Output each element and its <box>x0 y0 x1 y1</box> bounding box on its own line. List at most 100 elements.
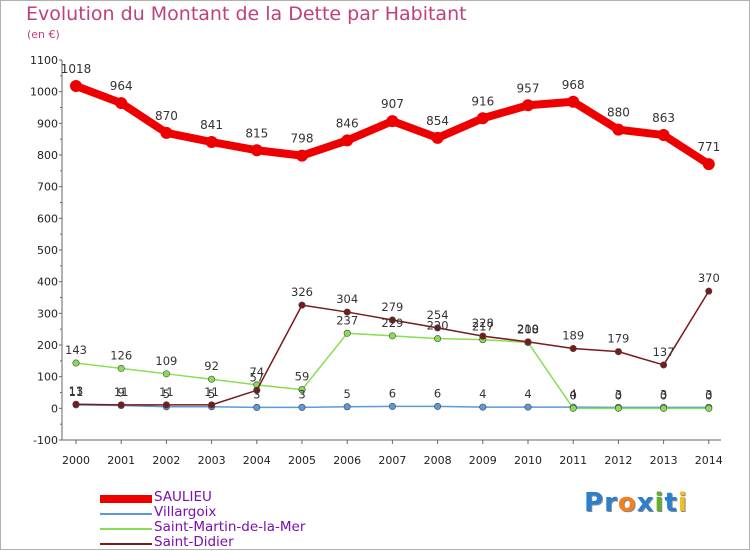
data-point-saint-didier <box>298 301 306 309</box>
data-point-villargoix <box>343 403 351 411</box>
data-label-saulieu: 870 <box>155 109 178 123</box>
data-label-saint-didier: 13 <box>69 384 84 398</box>
x-tick-label: 2004 <box>243 454 271 467</box>
data-label-villargoix: 3 <box>253 387 260 401</box>
data-label-villargoix: 4 <box>479 387 486 401</box>
data-label-saint-martin-de-la-mer: 0 <box>660 388 667 402</box>
data-point-saint-martin-de-la-mer <box>162 370 170 378</box>
x-tick-label: 2007 <box>378 454 406 467</box>
data-point-saulieu <box>160 126 173 139</box>
data-label-villargoix: 3 <box>705 387 712 401</box>
y-tick-label: 1100 <box>30 54 58 67</box>
data-point-villargoix <box>479 403 487 411</box>
data-label-saint-didier: 189 <box>562 328 584 342</box>
data-label-saulieu: 798 <box>291 132 314 146</box>
data-point-villargoix <box>388 402 396 410</box>
x-tick-label: 2012 <box>604 454 632 467</box>
data-point-saint-didier <box>660 361 668 369</box>
data-label-saint-martin-de-la-mer: 229 <box>381 316 403 330</box>
x-tick-label: 2003 <box>198 454 226 467</box>
data-label-saint-martin-de-la-mer: 0 <box>570 388 577 402</box>
legend-swatch <box>100 528 152 530</box>
data-point-saulieu <box>657 129 670 142</box>
data-label-saulieu: 1018 <box>61 62 92 76</box>
data-label-saint-didier: 228 <box>472 316 494 330</box>
data-label-saint-martin-de-la-mer: 0 <box>615 388 622 402</box>
x-tick-label: 2010 <box>514 454 542 467</box>
data-point-saint-martin-de-la-mer <box>614 404 622 412</box>
data-point-saint-martin-de-la-mer <box>660 404 668 412</box>
logo-letter: i <box>654 488 665 518</box>
data-point-saulieu <box>70 79 82 92</box>
data-point-saint-martin-de-la-mer <box>117 364 125 372</box>
data-point-saulieu <box>612 123 625 136</box>
legend-swatch <box>100 513 152 515</box>
logo-letter: t <box>664 488 678 518</box>
axes: -100010020030040050060070080090010001100… <box>30 54 723 467</box>
data-point-saint-martin-de-la-mer <box>434 335 442 343</box>
data-label-saint-martin-de-la-mer: 208 <box>517 322 539 336</box>
x-tick-label: 2013 <box>650 454 678 467</box>
data-point-saint-didier <box>162 401 170 409</box>
data-label-villargoix: 5 <box>344 387 351 401</box>
data-label-saint-martin-de-la-mer: 0 <box>705 388 712 402</box>
data-label-villargoix: 3 <box>660 387 667 401</box>
x-tick-label: 2005 <box>288 454 316 467</box>
x-tick-label: 2008 <box>424 454 452 467</box>
data-label-saint-didier: 370 <box>698 271 720 285</box>
data-point-saint-didier <box>614 348 622 356</box>
data-point-saint-didier <box>479 332 487 340</box>
data-point-saulieu <box>250 144 263 157</box>
y-tick-label: 600 <box>37 212 58 225</box>
logo-letter: i <box>677 488 688 518</box>
data-label-saulieu: 964 <box>110 79 133 93</box>
data-point-saint-didier <box>253 386 261 394</box>
data-label-saulieu: 968 <box>562 78 585 92</box>
data-point-saint-didier <box>524 338 532 346</box>
data-point-saint-didier <box>434 324 442 332</box>
data-point-saint-martin-de-la-mer <box>705 404 713 412</box>
legend-label: Saint-Martin-de-la-Mer <box>154 519 306 535</box>
data-point-saulieu <box>341 134 354 147</box>
data-point-saulieu <box>296 149 308 162</box>
x-tick-label: 2009 <box>469 454 497 467</box>
data-point-saulieu <box>522 99 534 112</box>
data-label-saint-martin-de-la-mer: 59 <box>295 370 310 384</box>
data-label-saulieu: 880 <box>607 106 630 120</box>
data-point-saint-didier <box>72 400 80 408</box>
data-label-saulieu: 916 <box>471 94 494 108</box>
data-label-saulieu: 863 <box>652 111 675 125</box>
data-point-saint-martin-de-la-mer <box>208 375 216 383</box>
data-point-villargoix <box>253 403 261 411</box>
data-label-saint-martin-de-la-mer: 92 <box>204 359 219 373</box>
data-point-saint-martin-de-la-mer <box>343 329 351 337</box>
data-label-saint-martin-de-la-mer: 220 <box>427 319 449 333</box>
series-layer <box>70 79 715 412</box>
data-label-saulieu: 907 <box>381 97 404 111</box>
y-tick-label: 1000 <box>30 86 58 99</box>
y-tick-label: 800 <box>37 149 58 162</box>
y-tick-label: 100 <box>37 371 58 384</box>
data-point-saulieu <box>115 97 128 110</box>
data-point-saint-didier <box>117 401 125 409</box>
data-label-saint-didier: 210 <box>517 322 539 336</box>
chart-title: Evolution du Montant de la Dette par Hab… <box>26 3 467 25</box>
data-label-villargoix: 3 <box>615 387 622 401</box>
data-point-villargoix <box>434 402 442 410</box>
data-label-saint-martin-de-la-mer: 217 <box>472 320 494 334</box>
chart-subtitle: (en €) <box>27 28 60 41</box>
y-tick-label: -100 <box>33 434 58 447</box>
x-tick-label: 2014 <box>695 454 723 467</box>
data-label-saint-martin-de-la-mer: 74 <box>249 365 264 379</box>
proxiti-logo: Proxiti <box>584 488 688 518</box>
data-point-villargoix <box>298 403 306 411</box>
x-tick-label: 2011 <box>559 454 587 467</box>
x-tick-label: 2006 <box>333 454 361 467</box>
data-label-villargoix: 5 <box>163 387 170 401</box>
data-label-villargoix: 6 <box>434 386 441 400</box>
data-label-saint-didier: 279 <box>381 300 403 314</box>
y-tick-label: 200 <box>37 339 58 352</box>
data-point-saulieu <box>431 131 444 144</box>
